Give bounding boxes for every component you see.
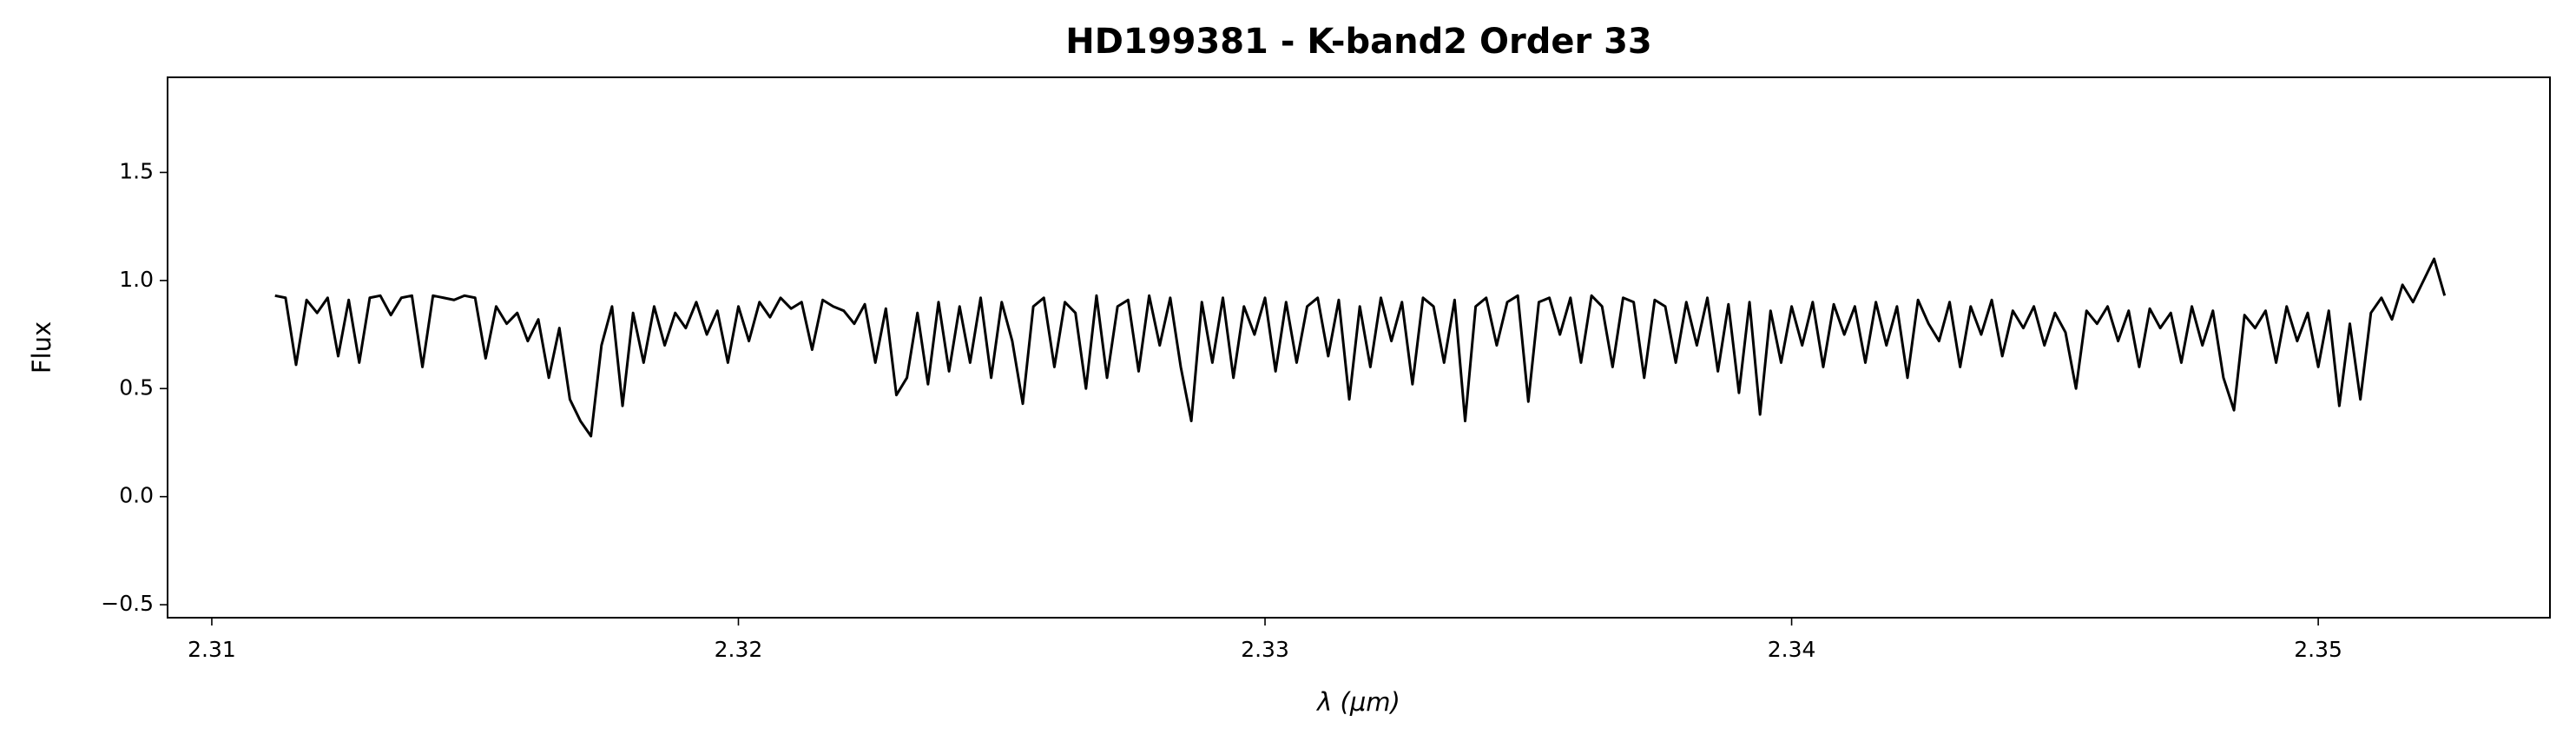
- y-axis-label: Flux: [27, 321, 56, 374]
- y-tick-label: 1.5: [119, 158, 154, 183]
- y-tick-label: 1.0: [119, 267, 154, 292]
- x-tick-label: 2.31: [188, 637, 236, 662]
- x-tick-label: 2.35: [2294, 637, 2342, 662]
- plot-frame: [167, 76, 2551, 619]
- y-tick-label: 0.5: [119, 374, 154, 400]
- y-tick-label: 0.0: [119, 483, 154, 508]
- spectrum-line: [274, 257, 2447, 438]
- chart-title: HD199381 - K-band2 Order 33: [1065, 22, 1652, 62]
- y-tick-label: −0.5: [101, 591, 154, 616]
- x-axis-label: λ (μm): [1315, 687, 1400, 717]
- x-tick-label: 2.33: [1241, 637, 1289, 662]
- x-tick-label: 2.32: [715, 637, 763, 662]
- x-tick-label: 2.34: [1768, 637, 1816, 662]
